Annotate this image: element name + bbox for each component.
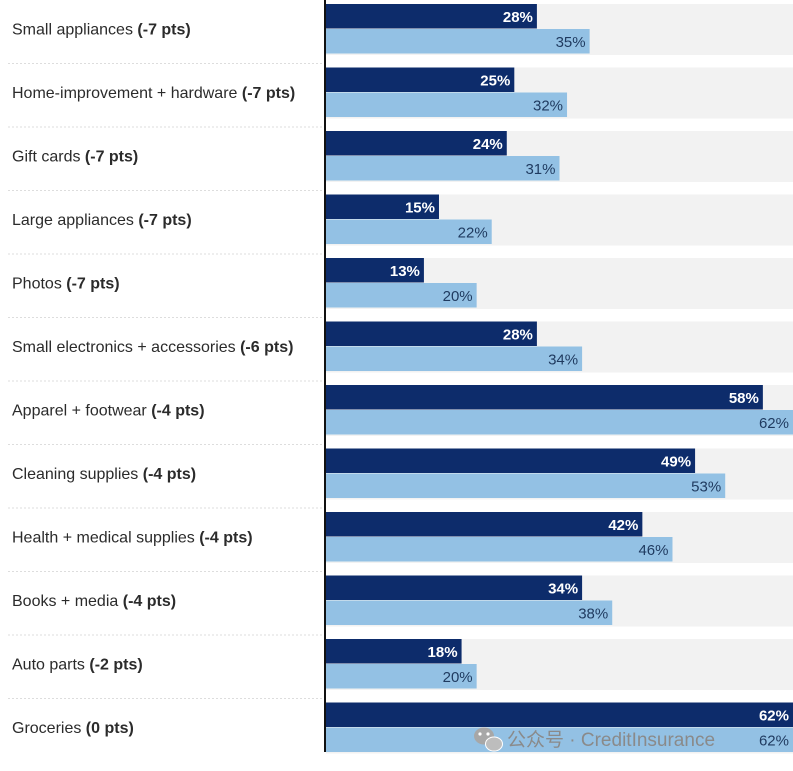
category-name: Auto parts [12,657,89,674]
bar-dark [326,194,439,219]
bar-dark [326,4,537,29]
bar-light [326,664,477,689]
data-label: 28% [503,326,533,343]
data-label: 49% [661,453,691,470]
data-label: 62% [759,415,789,432]
category-name: Home-improvement + hardware [12,85,242,102]
data-label: 62% [759,732,789,749]
bar-light [326,156,560,181]
bar-light [326,219,492,244]
bar-dark [326,385,763,410]
data-label: 42% [608,517,638,534]
category-name: Groceries [12,720,86,737]
bar-light [326,29,590,54]
bar-dark [326,67,515,92]
bar-dark [326,131,507,156]
data-label: 62% [759,707,789,724]
category-label: Large appliances (-7 pts) [12,212,192,229]
category-label: Apparel + footwear (-4 pts) [12,403,205,420]
data-label: 46% [638,542,668,559]
data-label: 34% [548,580,578,597]
bar-light [326,537,673,562]
category-label: Small appliances (-7 pts) [12,22,191,39]
category-label: Auto parts (-2 pts) [12,657,143,674]
data-label: 35% [556,34,586,51]
bar-light [326,283,477,308]
category-label: Health + medical supplies (-4 pts) [12,530,253,547]
category-label: Books + media (-4 pts) [12,593,176,610]
data-label: 25% [480,72,510,89]
bar-dark [326,321,537,346]
bar-dark [326,448,696,473]
data-label: 32% [533,97,563,114]
category-name: Books + media [12,593,123,610]
data-label: 20% [443,669,473,686]
watermark: 公众号 · CreditInsurance [474,727,715,752]
category-change: (-7 pts) [66,276,119,293]
bar-dark [326,575,583,600]
data-label: 28% [503,9,533,26]
data-label: 15% [405,199,435,216]
bar-dark [326,639,462,664]
data-label: 13% [390,263,420,280]
category-change: (-6 pts) [240,339,293,356]
category-change: (-4 pts) [199,530,252,547]
wechat-icon [474,727,503,752]
data-label: 34% [548,351,578,368]
data-label: 31% [525,161,555,178]
data-label: 38% [578,605,608,622]
category-name: Photos [12,276,66,293]
category-change: (-7 pts) [138,212,191,229]
category-name: Small electronics + accessories [12,339,240,356]
bar-light [326,92,568,117]
data-label: 58% [729,390,759,407]
category-change: (-4 pts) [143,466,196,483]
bar-dark [326,258,424,283]
bar-light [326,600,613,625]
category-name: Apparel + footwear [12,403,151,420]
category-label: Photos (-7 pts) [12,276,120,293]
category-change: (-7 pts) [242,85,295,102]
bar-light [326,410,793,435]
bar-light [326,727,793,752]
data-label: 22% [458,224,488,241]
category-change: (0 pts) [86,720,134,737]
category-label: Gift cards (-7 pts) [12,149,138,166]
category-change: (-2 pts) [89,657,142,674]
category-name: Large appliances [12,212,138,229]
bar-dark [326,512,643,537]
watermark-text: 公众号 · CreditInsurance [507,729,715,751]
category-change: (-4 pts) [123,593,176,610]
category-name: Cleaning supplies [12,466,143,483]
category-change: (-4 pts) [151,403,204,420]
data-label: 24% [473,136,503,153]
data-label: 20% [443,288,473,305]
category-name: Small appliances [12,22,137,39]
category-name: Gift cards [12,149,85,166]
bar-light [326,473,726,498]
category-label: Groceries (0 pts) [12,720,134,737]
category-change: (-7 pts) [137,22,190,39]
category-label: Small electronics + accessories (-6 pts) [12,339,293,356]
bar-light [326,346,583,371]
bar-dark [326,702,793,727]
data-label: 18% [428,644,458,661]
category-change: (-7 pts) [85,149,138,166]
category-label: Cleaning supplies (-4 pts) [12,466,196,483]
chart-rows: Small appliances (-7 pts) 28% 35% Home-impr… [8,4,793,754]
data-label: 53% [691,478,721,495]
category-label: Home-improvement + hardware (-7 pts) [12,85,295,102]
category-name: Health + medical supplies [12,530,199,547]
